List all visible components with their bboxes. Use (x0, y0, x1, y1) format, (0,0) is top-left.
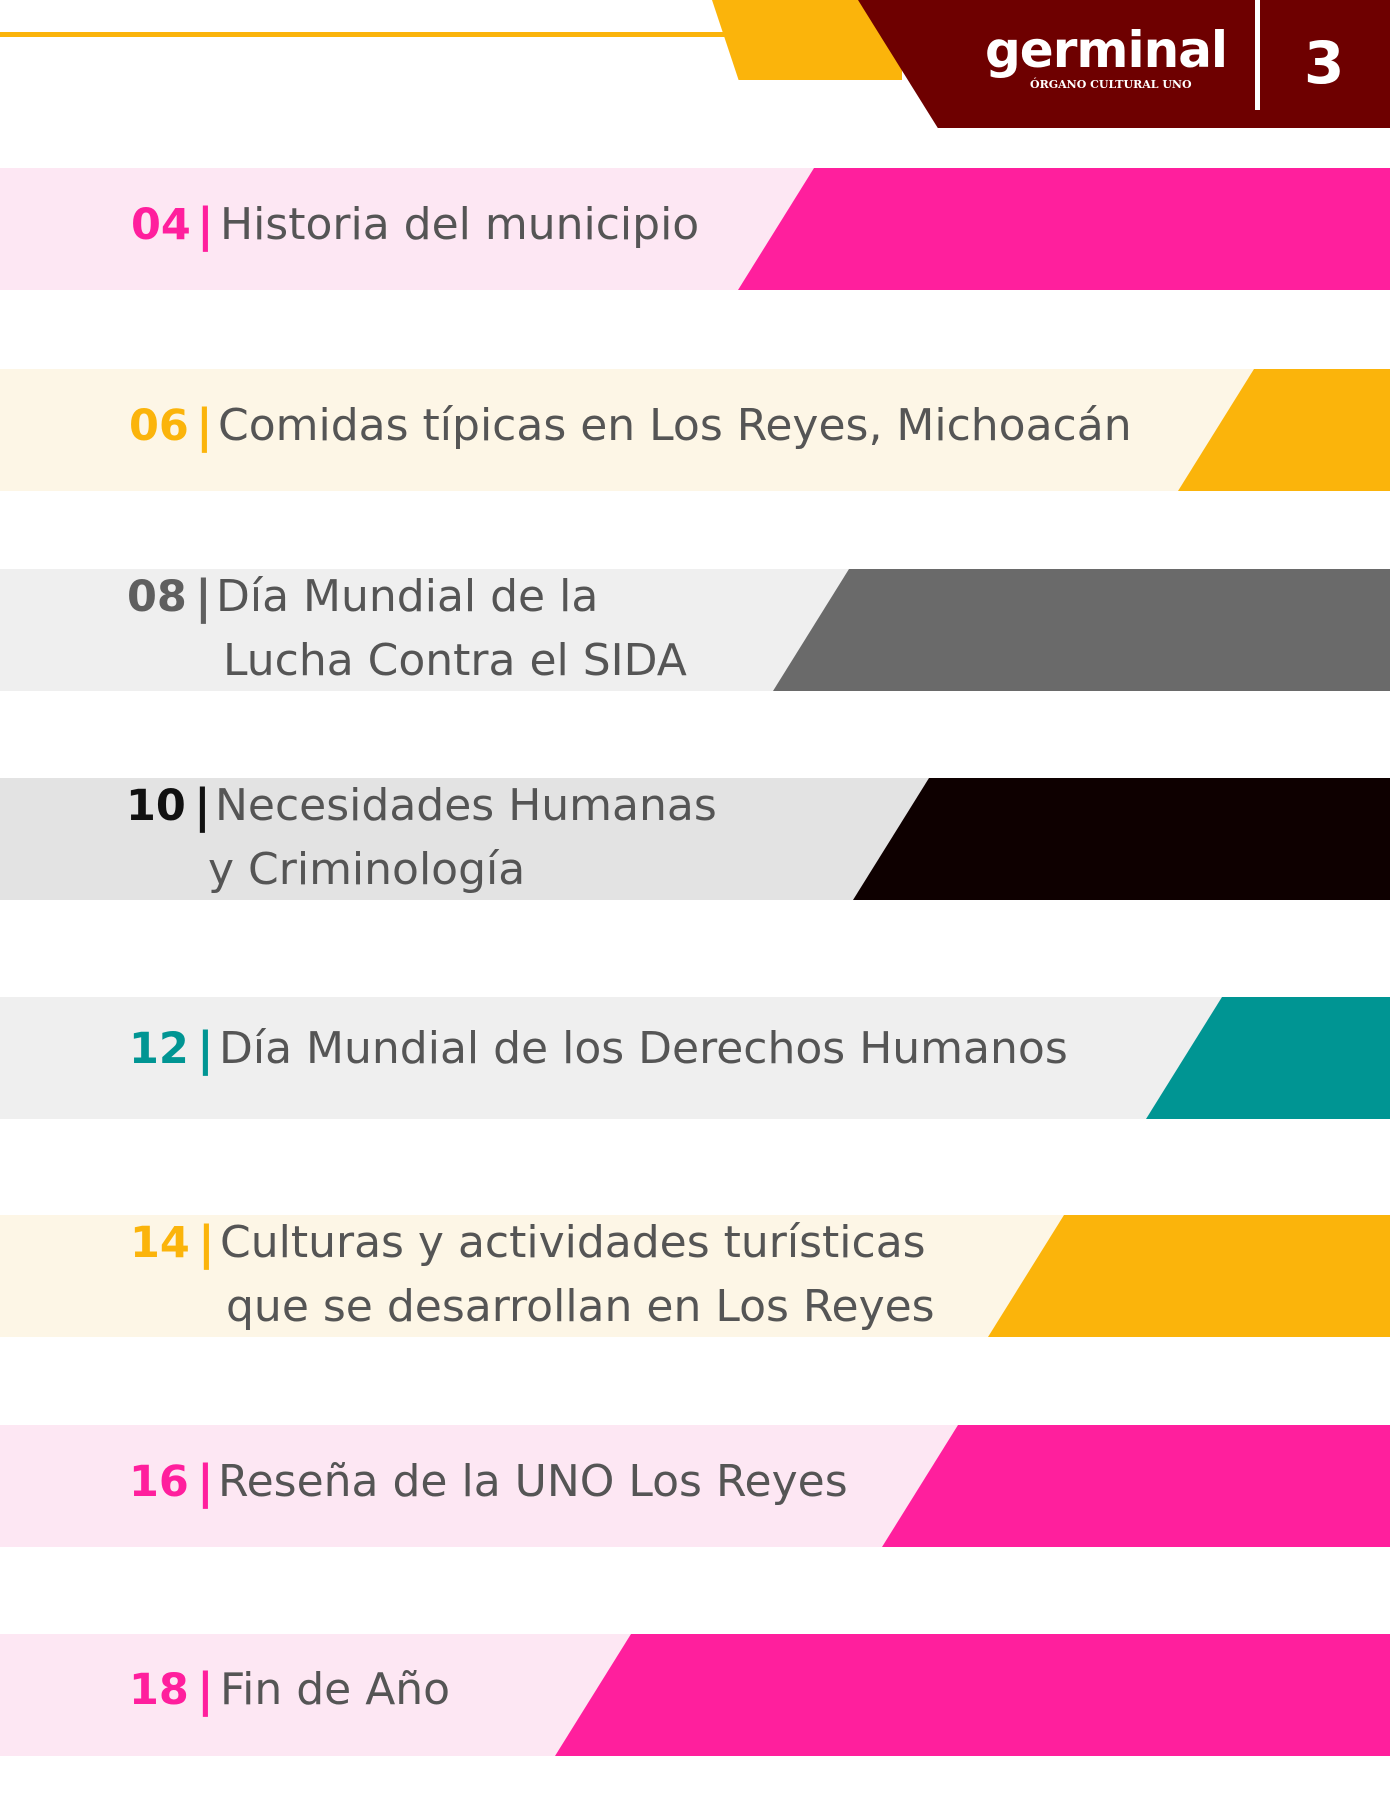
toc-item-accent (882, 1425, 1390, 1547)
toc-item[interactable]: 08 | Día Mundial de la Lucha Contra el S… (0, 569, 1390, 691)
toc-separator: | (197, 1455, 214, 1509)
toc-item-accent (988, 1215, 1390, 1337)
toc-page-number: 08 (127, 572, 187, 622)
toc-item-background (0, 997, 1390, 1119)
toc-title-line: Reseña de la UNO Los Reyes (218, 1456, 848, 1507)
toc-item-background (0, 369, 1390, 491)
germinal-logo: germinal ÓRGANO CULTURAL UNO (985, 22, 1228, 102)
toc-item[interactable]: 10 | Necesidades Humanas y Criminología (0, 778, 1390, 900)
toc-page-number: 14 (130, 1218, 190, 1268)
toc-title-line: Necesidades Humanas (215, 780, 717, 831)
toc-item[interactable]: 04 | Historia del municipio (0, 168, 1390, 290)
toc-page-number: 18 (129, 1665, 189, 1715)
toc-separator: | (197, 198, 214, 252)
toc-title-line: Fin de Año (220, 1664, 451, 1715)
toc-title-line: y Criminología (208, 844, 526, 895)
toc-item-accent (738, 168, 1390, 290)
toc-page-number: 04 (131, 200, 191, 250)
toc-title-line: Día Mundial de los Derechos Humanos (219, 1023, 1068, 1074)
toc-separator: | (197, 1022, 214, 1076)
toc-separator: | (195, 570, 212, 624)
toc-page-number: 12 (129, 1024, 189, 1074)
header-accent-line (0, 32, 740, 37)
toc-item-accent (773, 569, 1390, 691)
toc-title-line: Día Mundial de la (216, 571, 599, 622)
toc-page-number: 10 (126, 781, 186, 831)
toc-title-line: que se desarrollan en Los Reyes (226, 1281, 935, 1332)
toc-item[interactable]: 16 | Reseña de la UNO Los Reyes (0, 1425, 1390, 1547)
toc-separator: | (197, 1663, 214, 1717)
logo-subtitle: ÓRGANO CULTURAL UNO (1030, 78, 1192, 91)
page-number: 3 (1304, 29, 1345, 97)
toc-item-accent (853, 778, 1390, 900)
header-divider (1255, 0, 1260, 110)
toc-separator: | (194, 779, 211, 833)
toc-title-line: Lucha Contra el SIDA (223, 635, 687, 686)
toc-item[interactable]: 14 | Culturas y actividades turísticas q… (0, 1215, 1390, 1337)
toc-item-accent (555, 1634, 1390, 1756)
toc-title-line: Historia del municipio (220, 199, 700, 250)
toc-separator: | (196, 399, 213, 453)
toc-item[interactable]: 06 | Comidas típicas en Los Reyes, Micho… (0, 369, 1390, 491)
toc-separator: | (198, 1216, 215, 1270)
toc-title-line: Culturas y actividades turísticas (220, 1217, 926, 1268)
header-maroon-tab (858, 0, 1390, 128)
toc-item[interactable]: 18 | Fin de Año (0, 1634, 1390, 1756)
toc-item[interactable]: 12 | Día Mundial de los Derechos Humanos (0, 997, 1390, 1119)
toc-title-line: Comidas típicas en Los Reyes, Michoacán (218, 400, 1132, 451)
toc-page-number: 16 (129, 1457, 189, 1507)
logo-wordmark: germinal (985, 21, 1228, 79)
toc-page-number: 06 (129, 401, 189, 451)
